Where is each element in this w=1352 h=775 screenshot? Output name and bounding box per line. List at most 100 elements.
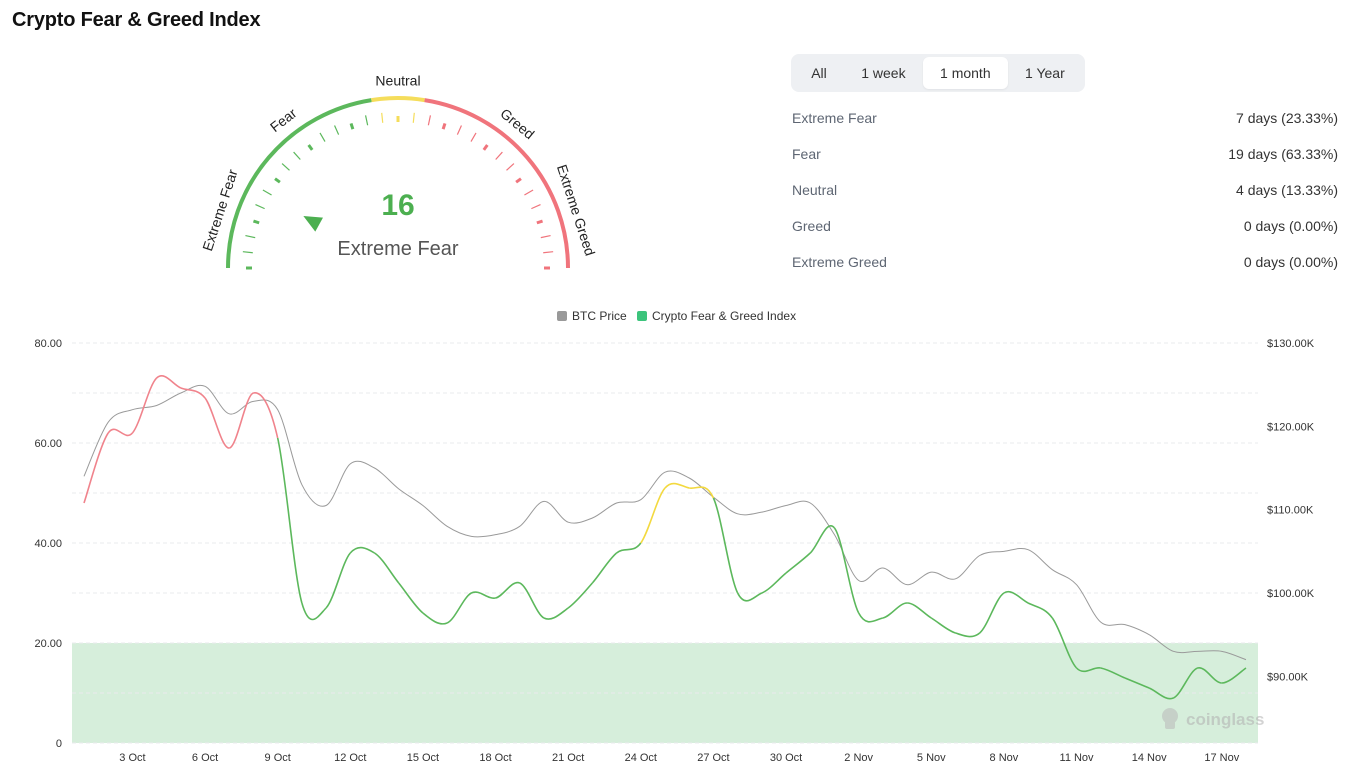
watermark-text: coinglass	[1186, 710, 1264, 729]
gauge-tick	[381, 112, 384, 123]
fear-greed-line	[83, 375, 1247, 700]
fear-greed-segment	[131, 377, 158, 434]
gauge-tick	[349, 122, 355, 130]
y-left-tick-label: 0	[56, 738, 62, 750]
fear-greed-segment	[857, 612, 884, 623]
tab-1-year[interactable]: 1 Year	[1025, 65, 1065, 81]
x-tick-label: 27 Oct	[697, 752, 729, 764]
fear-greed-segment	[276, 437, 303, 604]
fear-greed-segment	[712, 497, 739, 594]
fear-greed-chart: BTC Price Crypto Fear & Greed Index 0 20.00…	[34, 309, 1315, 764]
gauge-tick	[334, 125, 340, 135]
coinglass-watermark: coinglass	[1162, 708, 1264, 729]
fear-greed-segment	[689, 486, 715, 499]
fear-greed-segment	[1003, 591, 1029, 604]
x-tick-label: 8 Nov	[990, 752, 1019, 764]
stat-value: 0 days (0.00%)	[1243, 218, 1338, 234]
fear-greed-segment	[253, 392, 279, 439]
x-tick-label: 2 Nov	[844, 752, 873, 764]
gauge-tick	[245, 234, 256, 239]
gauge-tick	[543, 251, 554, 254]
x-tick-label: 12 Oct	[334, 752, 366, 764]
gauge-pointer-icon	[303, 215, 323, 232]
stat-label: Extreme Fear	[792, 110, 877, 126]
fear-greed-segment	[906, 602, 932, 619]
fear-greed-segment	[1027, 602, 1053, 619]
gauge-label: Extreme Fear	[337, 238, 458, 260]
gauge-arc-greed	[424, 98, 570, 269]
coinglass-logo-icon	[1162, 708, 1178, 724]
gauge-tick	[540, 234, 551, 239]
stat-row-neutral: Neutral 4 days (13.33%)	[792, 172, 1338, 208]
y-left-tick-label: 60.00	[34, 438, 62, 450]
fear-greed-segment	[519, 582, 545, 619]
gauge-tick	[441, 122, 447, 130]
gauge-tick	[506, 163, 515, 171]
gauge-tick	[470, 132, 477, 142]
x-tick-label: 3 Oct	[119, 752, 145, 764]
fear-greed-segment	[785, 552, 811, 574]
fear-greed-segment	[398, 582, 424, 614]
gauge-zone-label: Neutral	[375, 73, 420, 89]
stat-value: 7 days (23.33%)	[1236, 110, 1338, 126]
stat-value: 19 days (63.33%)	[1228, 146, 1338, 162]
fear-greed-segment	[446, 592, 472, 624]
fear-greed-segment	[761, 572, 787, 594]
x-tick-label: 5 Nov	[917, 752, 946, 764]
fear-greed-segment	[955, 632, 981, 638]
gauge-tick	[427, 115, 432, 126]
legend-swatch	[637, 311, 647, 321]
x-tick-label: 24 Oct	[625, 752, 657, 764]
page-title: Crypto Fear & Greed Index	[12, 9, 261, 31]
stat-label: Fear	[792, 146, 821, 162]
fear-greed-segment	[979, 592, 1005, 634]
legend-label: Crypto Fear & Greed Index	[652, 309, 796, 323]
fear-greed-segment	[1124, 677, 1150, 689]
gauge-tick	[482, 144, 489, 151]
fear-greed-segment	[1075, 667, 1101, 673]
fear-greed-segment	[107, 428, 134, 437]
x-tick-label: 6 Oct	[192, 752, 218, 764]
gauge-tick	[515, 177, 522, 184]
stat-row-extreme-fear: Extreme Fear 7 days (23.33%)	[792, 100, 1338, 136]
fear-greed-segment	[325, 552, 351, 609]
tab-1-week[interactable]: 1 week	[861, 65, 906, 81]
gauge-tick	[281, 163, 290, 171]
y-right-tick-label: $90.00K	[1267, 671, 1309, 683]
coinglass-logo-base	[1165, 721, 1175, 729]
timeframe-tabs: All 1 week 1 month 1 Year	[791, 54, 1085, 92]
stat-label: Extreme Greed	[792, 254, 887, 270]
fear-greed-segment	[83, 432, 109, 504]
fear-greed-segment	[180, 387, 206, 399]
gauge-tick	[531, 204, 541, 210]
fear-greed-segment	[882, 602, 908, 619]
tab-all[interactable]: All	[811, 65, 827, 81]
x-tick-label: 18 Oct	[479, 752, 511, 764]
fear-greed-segment	[567, 582, 593, 609]
gauge-tick	[412, 112, 415, 123]
gauge-tick	[274, 177, 281, 184]
fear-greed-segment	[616, 542, 642, 554]
fear-greed-segment	[664, 482, 690, 489]
y-right-tick-label: $100.00K	[1267, 588, 1315, 600]
x-tick-label: 14 Nov	[1132, 752, 1167, 764]
fear-greed-segment	[495, 581, 521, 599]
fear-greed-segment	[640, 487, 666, 544]
tab-1-month[interactable]: 1 month	[922, 57, 1008, 89]
fear-greed-segment	[809, 525, 836, 554]
fear-greed-segment	[1148, 687, 1174, 700]
sentiment-stats: Extreme Fear 7 days (23.33%) Fear 19 day…	[792, 100, 1338, 280]
fear-greed-segment	[833, 527, 860, 614]
y-right-tick-label: $130.00K	[1267, 338, 1315, 350]
fear-greed-segment	[156, 375, 182, 389]
stat-row-greed: Greed 0 days (0.00%)	[792, 208, 1338, 244]
fear-greed-segment	[930, 617, 956, 634]
gauge-arc-fear	[226, 98, 372, 269]
gauge-zone-label: Extreme Fear	[199, 167, 241, 253]
y-right-tick-label: $110.00K	[1267, 505, 1314, 517]
stat-value: 0 days (0.00%)	[1243, 254, 1338, 270]
gauge-tick	[495, 151, 503, 160]
stat-row-extreme-greed: Extreme Greed 0 days (0.00%)	[792, 244, 1338, 280]
x-tick-label: 15 Oct	[407, 752, 439, 764]
